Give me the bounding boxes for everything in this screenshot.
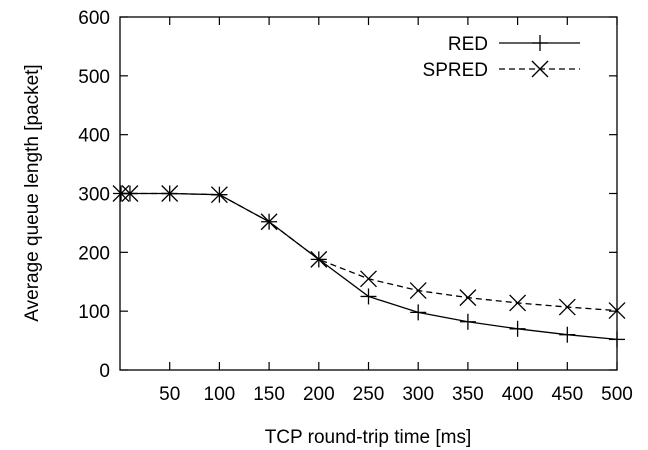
x-tick-label: 500 bbox=[601, 384, 633, 405]
x-tick-label: 200 bbox=[303, 384, 335, 405]
data-point-spred bbox=[210, 186, 228, 204]
legend-marker-red bbox=[532, 35, 548, 51]
legend: RED SPRED bbox=[423, 34, 580, 81]
data-point-spred bbox=[409, 282, 427, 300]
y-tick-label: 600 bbox=[78, 8, 110, 29]
x-tick-label: 100 bbox=[204, 384, 236, 405]
series-line-spred bbox=[120, 192, 618, 312]
legend-label-spred: SPRED bbox=[423, 60, 488, 81]
y-tick-label: 200 bbox=[78, 243, 110, 264]
x-tick-label: 150 bbox=[253, 384, 285, 405]
legend-label-red: RED bbox=[448, 34, 488, 55]
y-tick-label: 500 bbox=[78, 67, 110, 88]
series-line-red bbox=[120, 192, 618, 341]
x-tick-label: 350 bbox=[452, 384, 484, 405]
data-point-spred bbox=[260, 213, 278, 231]
plot-frame bbox=[119, 16, 618, 371]
data-point-spred bbox=[509, 294, 527, 312]
data-point-spred bbox=[310, 250, 328, 268]
y-tick-label: 100 bbox=[78, 302, 110, 323]
data-point-red bbox=[509, 320, 526, 337]
y-tick-label: 0 bbox=[99, 361, 110, 382]
data-point-spred bbox=[459, 289, 477, 307]
x-axis-label: TCP round-trip time [ms] bbox=[265, 427, 472, 448]
data-point-spred bbox=[161, 185, 179, 202]
x-tick-label: 400 bbox=[502, 384, 534, 405]
x-tick-label: 450 bbox=[551, 384, 583, 405]
y-tick-label: 300 bbox=[78, 185, 110, 206]
data-point-red bbox=[559, 326, 576, 343]
data-point-spred bbox=[558, 298, 576, 316]
series-layer bbox=[112, 185, 626, 348]
y-axis-label: Average queue length [packet] bbox=[22, 64, 43, 321]
data-point-red bbox=[360, 288, 377, 305]
data-point-spred bbox=[121, 185, 139, 202]
x-tick-label: 300 bbox=[402, 384, 434, 405]
data-point-red bbox=[459, 313, 476, 330]
ticks-layer: 0 100 200 300 400 500 600 50 100 150 200 250 300 350 4… bbox=[78, 8, 633, 405]
data-point-red bbox=[410, 304, 427, 321]
legend-marker-spred bbox=[531, 60, 549, 78]
data-point-spred bbox=[112, 185, 130, 202]
y-tick-label: 400 bbox=[78, 126, 110, 147]
x-tick-label: 50 bbox=[159, 384, 180, 405]
x-tick-label: 250 bbox=[353, 384, 385, 405]
data-point-spred bbox=[360, 270, 377, 288]
